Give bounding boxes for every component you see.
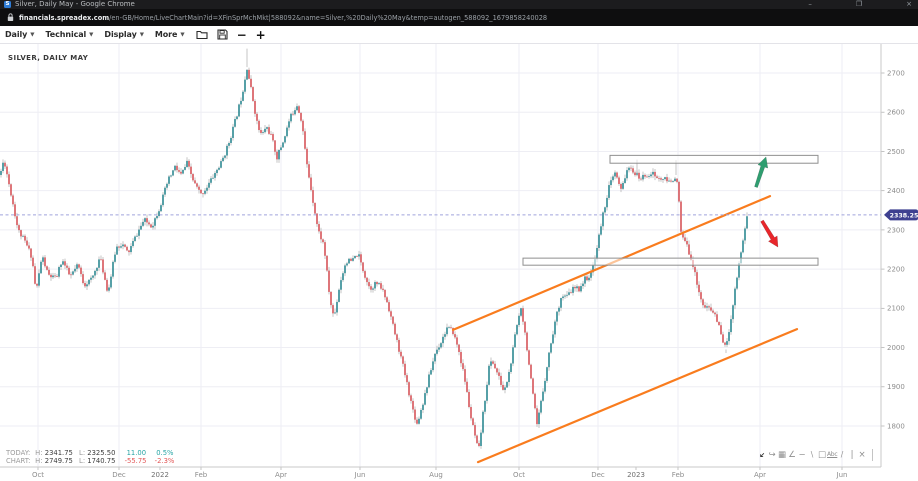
menu-daily-label: Daily (5, 30, 28, 39)
save-floppy-icon (217, 29, 228, 40)
chart-high-label: H: (35, 457, 43, 465)
today-low-value: 2325.50 (87, 449, 116, 457)
menu-technical[interactable]: Technical ▼ (45, 30, 93, 39)
price-axis-label: 1900 (887, 383, 905, 391)
chart-low-value: 1740.75 (87, 457, 116, 465)
drawing-toolbar: ➔ ↪ ▦ ∠ − \ □ Abc / | × (757, 448, 873, 462)
open-chart-button[interactable] (196, 29, 208, 40)
open-folder-icon (196, 30, 208, 40)
time-axis-label: Apr (275, 471, 287, 479)
window-title: Silver, Daily May - Google Chrome (15, 0, 135, 8)
menu-more[interactable]: More ▼ (155, 30, 185, 39)
trendline-tool-icon[interactable]: \ (810, 450, 814, 459)
time-axis-label: Feb (672, 471, 685, 479)
candlestick-chart[interactable]: 2700 2600 2500 2400 2300 2200 2100 2000 1900 1800… (0, 44, 918, 481)
save-chart-button[interactable] (217, 29, 228, 40)
today-high-label: H: (35, 449, 43, 457)
time-axis-label: Dec (591, 471, 605, 479)
chart-label: CHART: (6, 457, 31, 465)
time-axis-label: Oct (513, 471, 525, 479)
restore-button-icon[interactable]: ❐ (855, 0, 863, 8)
menu-technical-label: Technical (45, 30, 87, 39)
vertical-line-tool-icon[interactable]: | (850, 450, 854, 460)
chart-change-pct: -2.3% (154, 457, 175, 465)
price-axis-label: 2700 (887, 69, 905, 77)
site-favicon: S (4, 1, 11, 8)
today-high-value: 2341.75 (44, 449, 73, 457)
price-axis-label: 2300 (887, 226, 905, 234)
horizontal-line-tool-icon[interactable]: − (798, 450, 806, 460)
chart-summary-row: CHART: H: 2749.75 L: 1740.75 -55.75 -2.3… (6, 457, 174, 465)
minimize-button-icon[interactable]: – (808, 0, 812, 8)
toolbar-separator (872, 449, 873, 461)
time-axis-label: Oct (32, 471, 44, 479)
today-label: TODAY: (6, 449, 31, 457)
rectangle-tool-icon[interactable]: □ (817, 450, 827, 460)
price-axis-label: 2600 (887, 109, 905, 117)
url-domain: financials.spreadex.com (19, 13, 110, 22)
menu-more-label: More (154, 30, 178, 39)
chevron-down-icon: ▼ (89, 31, 94, 38)
favicon-letter: S (5, 1, 10, 7)
delete-tool-icon[interactable]: × (858, 450, 866, 460)
window-controls: – ❐ × (808, 0, 912, 9)
bullish-arrow-icon[interactable] (754, 156, 769, 188)
trend-channel-lower[interactable] (476, 328, 799, 464)
address-bar[interactable]: financials.spreadex.com/en-GB/Home/LiveC… (0, 9, 918, 26)
price-axis-label: 2500 (887, 148, 905, 156)
chart-high-value: 2749.75 (44, 457, 73, 465)
url-path: /en-GB/Home/LiveChartMain?id=XFinSprMchM… (109, 13, 548, 22)
text-tool-icon[interactable]: Abc (827, 451, 838, 458)
time-axis-label: Jun (836, 471, 848, 479)
angle-lines-tool-icon[interactable]: ∠ (788, 450, 796, 460)
time-axis-label: Dec (112, 471, 126, 479)
chevron-down-icon: ▼ (30, 31, 35, 38)
time-axis-label: Apr (754, 471, 766, 479)
time-axis-label: Jun (354, 471, 366, 479)
chart-menubar: Daily ▼ Technical ▼ Display ▼ More ▼ (0, 26, 918, 44)
price-axis-label: 1800 (887, 422, 905, 430)
current-price-value: 2338.25 (890, 212, 918, 219)
time-axis-label: Feb (195, 471, 208, 479)
resistance-zone[interactable] (609, 154, 819, 164)
time-axis-label: Aug (429, 471, 443, 479)
bearish-arrow-icon[interactable] (760, 219, 779, 248)
today-low-label: L: (79, 449, 86, 457)
zoom-in-button[interactable]: + (255, 27, 266, 42)
price-summary: TODAY: H: 2341.75 L: 2325.50 11.00 0.5% … (6, 449, 174, 465)
chevron-down-icon: ▼ (139, 31, 144, 38)
close-button-icon[interactable]: × (906, 0, 912, 8)
support-zone[interactable] (522, 257, 819, 266)
price-axis-label: 2100 (887, 305, 905, 313)
time-axis-label: 2022 (151, 471, 169, 479)
chart-area[interactable]: 2700 2600 2500 2400 2300 2200 2100 2000 1900 1800… (0, 44, 918, 481)
curved-arrow-tool-icon[interactable]: ↪ (768, 450, 776, 460)
table-tool-icon[interactable]: ▦ (777, 450, 787, 460)
window-titlebar: S Silver, Daily May - Google Chrome – ❐ … (0, 0, 918, 9)
chart-change-value: -55.75 (124, 457, 147, 465)
today-change-value: 11.00 (126, 449, 147, 457)
chart-low-label: L: (79, 457, 86, 465)
price-axis-label: 2400 (887, 187, 905, 195)
menu-display-label: Display (104, 30, 137, 39)
menu-display[interactable]: Display ▼ (104, 30, 144, 39)
time-axis-label: 2023 (627, 471, 645, 479)
lock-icon (7, 13, 14, 21)
price-axis-label: 2000 (887, 344, 905, 352)
chart-title: SILVER, DAILY MAY (8, 54, 89, 62)
today-summary-row: TODAY: H: 2341.75 L: 2325.50 11.00 0.5% (6, 449, 174, 457)
menu-daily[interactable]: Daily ▼ (5, 30, 34, 39)
price-axis-label: 2200 (887, 266, 905, 274)
chevron-down-icon: ▼ (180, 31, 185, 38)
current-price-badge (884, 209, 918, 221)
diagonal-line-tool-icon[interactable]: / (840, 450, 844, 459)
zoom-out-button[interactable]: − (236, 27, 247, 42)
today-change-pct: 0.5% (156, 449, 174, 457)
